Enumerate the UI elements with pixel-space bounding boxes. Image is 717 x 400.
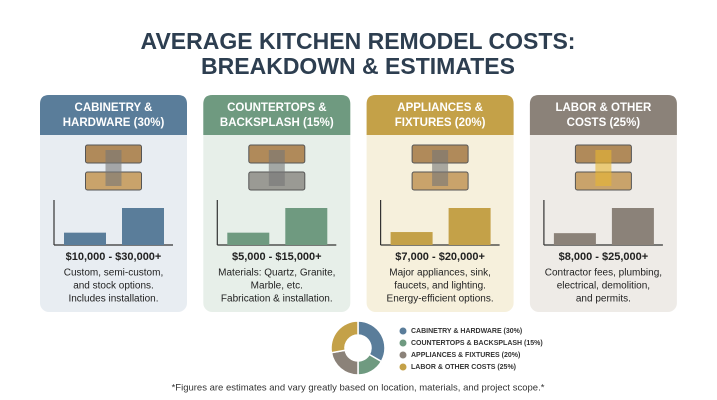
card-description: and stock options. xyxy=(73,281,154,292)
card-icon xyxy=(411,144,469,191)
legend-label: COUNTERTOPS & BACKSPLASH (15%) xyxy=(411,340,543,347)
legend-swatch xyxy=(399,327,407,335)
card-title: CABINETRY & xyxy=(75,102,153,114)
card-body xyxy=(366,95,514,312)
legend-label: CABINETRY & HARDWARE (30%) xyxy=(411,328,522,335)
range-bar xyxy=(553,233,596,245)
card-header xyxy=(366,95,514,135)
card-icon xyxy=(85,144,142,191)
card-body xyxy=(40,95,187,312)
icon-shape xyxy=(595,150,612,186)
range-bar xyxy=(227,232,270,245)
title: BREAKDOWN & ESTIMATES xyxy=(201,53,515,79)
legend-swatch xyxy=(399,363,407,371)
card-title: APPLIANCES & xyxy=(397,102,483,114)
card-description: electrical, demolition, xyxy=(557,281,650,292)
card-description: Fabrication & installation. xyxy=(221,294,333,305)
card-body xyxy=(203,95,351,312)
range-bar xyxy=(611,208,654,245)
card-description: Includes installation. xyxy=(68,294,158,305)
range-bar xyxy=(285,208,328,245)
range-label: $10,000 - $30,000+ xyxy=(66,251,162,263)
legend-swatch xyxy=(399,339,407,347)
range-bar xyxy=(390,232,433,245)
card-title: COSTS (25%) xyxy=(567,117,641,129)
footnote: *Figures are estimates and vary greatly … xyxy=(172,383,545,394)
range-bar xyxy=(64,232,106,245)
card-description: Energy-efficient options. xyxy=(387,294,494,305)
card: LABOR & OTHER COSTS (25%) $8,000 - $25,000… xyxy=(529,95,677,312)
title: AVERAGE KITCHEN REMODEL COSTS: xyxy=(141,28,576,54)
card-title: LABOR & OTHER xyxy=(555,102,652,114)
range-bar xyxy=(122,208,164,245)
card: CABINETRY & HARDWARE (30%) $10,000 - $30,0… xyxy=(40,95,187,312)
card-description: Marble, etc. xyxy=(251,281,303,292)
legend-label: LABOR & OTHER COSTS (25%) xyxy=(411,364,516,371)
card-header xyxy=(529,95,677,135)
card-icon xyxy=(248,144,306,191)
range-label: $5,000 - $15,000+ xyxy=(232,251,322,263)
card-description: Major appliances, sink, xyxy=(389,268,491,279)
card-header xyxy=(40,95,187,135)
icon-shape xyxy=(105,150,122,186)
card-title: BACKSPLASH (15%) xyxy=(220,117,334,129)
card-description: Custom, semi-custom, xyxy=(64,268,163,279)
range-bar xyxy=(448,208,491,245)
icon-shape xyxy=(268,150,285,186)
card-body xyxy=(529,95,677,312)
range-label: $7,000 - $20,000+ xyxy=(395,251,485,263)
card-header xyxy=(203,95,351,135)
card-description: Contractor fees, plumbing, xyxy=(545,268,662,279)
card: APPLIANCES & FIXTURES (20%) $7,000 - $20,0… xyxy=(366,95,514,312)
legend-swatch xyxy=(399,351,407,359)
icon-shape xyxy=(432,150,449,186)
range-label: $8,000 - $25,000+ xyxy=(559,251,649,263)
legend-label: APPLIANCES & FIXTURES (20%) xyxy=(411,352,520,359)
card-description: Materials: Quartz, Granite, xyxy=(218,268,335,279)
card-title: FIXTURES (20%) xyxy=(395,117,486,129)
card-description: faucets, and lighting. xyxy=(394,281,486,292)
card-description: and permits. xyxy=(576,294,631,305)
card-title: COUNTERTOPS & xyxy=(227,102,326,114)
donut-slice xyxy=(330,320,359,354)
card: COUNTERTOPS & BACKSPLASH (15%) $5,000 - $1… xyxy=(203,95,351,312)
card-icon xyxy=(574,144,632,191)
card-title: HARDWARE (30%) xyxy=(63,117,165,129)
